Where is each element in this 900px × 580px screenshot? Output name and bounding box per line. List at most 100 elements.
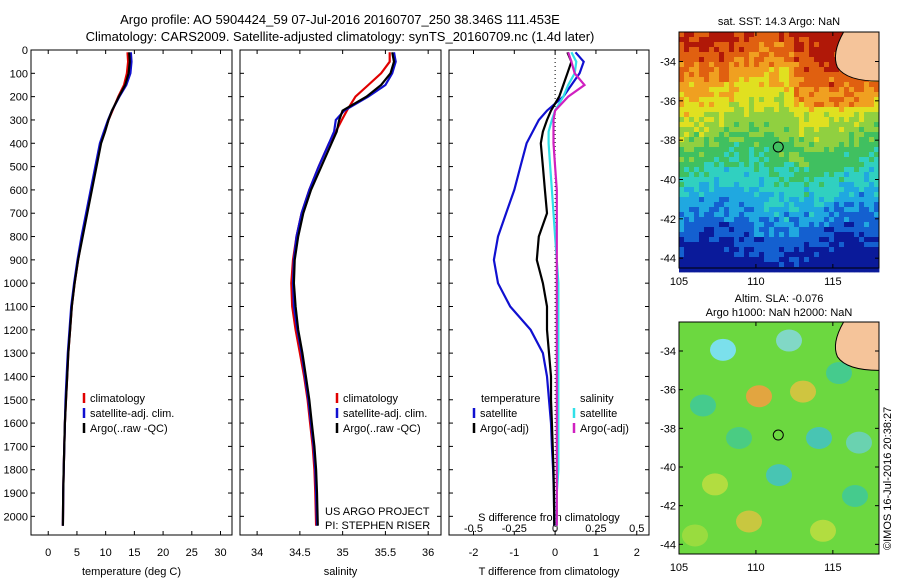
sst-cell (789, 167, 795, 173)
sst-cell (774, 57, 780, 63)
sst-cell (764, 247, 770, 253)
sst-cell (774, 267, 780, 273)
x-tick-label: -1 (509, 547, 519, 559)
sst-cell (789, 67, 795, 73)
x-tick-label: 110 (747, 276, 765, 288)
sst-cell (734, 67, 740, 73)
sst-cell (799, 162, 805, 168)
sla-anomaly (710, 338, 736, 361)
sst-cell (724, 212, 730, 218)
sst-cell (754, 92, 760, 98)
sst-cell (734, 32, 740, 38)
sst-cell (809, 182, 815, 188)
sst-cell (829, 192, 835, 198)
sst-cell (774, 257, 780, 263)
sst-cell (744, 262, 750, 268)
sst-cell (784, 202, 790, 208)
sst-cell (849, 257, 855, 263)
sst-cell (864, 152, 870, 158)
sst-cell (809, 232, 815, 238)
sst-cell (749, 47, 755, 53)
sst-cell (844, 232, 850, 238)
sst-cell (714, 92, 720, 98)
sst-cell (834, 247, 840, 253)
sst-cell (819, 97, 825, 103)
sst-cell (694, 67, 700, 73)
sst-cell (739, 142, 745, 148)
sst-cell (794, 132, 800, 138)
sst-cell (834, 267, 840, 273)
sst-cell (789, 72, 795, 78)
sst-cell (734, 257, 740, 263)
sst-cell (864, 82, 870, 88)
sst-cell (759, 32, 765, 38)
sst-cell (799, 87, 805, 93)
sst-cell (774, 202, 780, 208)
sst-cell (834, 237, 840, 243)
sst-cell (824, 217, 830, 223)
sst-cell (689, 37, 695, 43)
sst-cell (704, 62, 710, 68)
sst-cell (779, 92, 785, 98)
sst-cell (814, 107, 820, 113)
sst-cell (734, 172, 740, 178)
sst-cell (744, 137, 750, 143)
sst-cell (849, 167, 855, 173)
sst-cell (744, 107, 750, 113)
sst-cell (699, 162, 705, 168)
sst-cell (734, 202, 740, 208)
sst-cell (809, 112, 815, 118)
sst-cell (859, 117, 865, 123)
sst-cell (734, 237, 740, 243)
sst-cell (784, 62, 790, 68)
sst-cell (859, 267, 865, 273)
sst-cell (809, 127, 815, 133)
plot-frame (30, 49, 233, 536)
sst-cell (829, 227, 835, 233)
sst-cell (749, 172, 755, 178)
sst-cell (839, 92, 845, 98)
sst-cell (749, 77, 755, 83)
sst-cell (754, 87, 760, 93)
sst-cell (684, 267, 690, 273)
sst-cell (709, 87, 715, 93)
sst-cell (704, 217, 710, 223)
sst-cell (814, 82, 820, 88)
sst-cell (739, 182, 745, 188)
sst-cell (719, 172, 725, 178)
sst-cell (694, 42, 700, 48)
sst-cell (684, 112, 690, 118)
sst-cell (809, 202, 815, 208)
sst-cell (779, 257, 785, 263)
sst-cell (764, 172, 770, 178)
sst-cell (799, 157, 805, 163)
sst-cell (874, 237, 880, 243)
sst-cell (719, 187, 725, 193)
sst-cell (814, 227, 820, 233)
sst-cell (784, 102, 790, 108)
sst-cell (794, 182, 800, 188)
sst-cell (829, 162, 835, 168)
sst-cell (844, 97, 850, 103)
sst-cell (684, 157, 690, 163)
sst-cell (709, 72, 715, 78)
sst-cell (739, 242, 745, 248)
sst-cell (694, 207, 700, 213)
sst-cell (854, 152, 860, 158)
sst-cell (764, 202, 770, 208)
sla-anomaly (776, 329, 802, 352)
sst-cell (714, 102, 720, 108)
sst-cell (869, 127, 875, 133)
x-tick-label: 15 (128, 547, 140, 559)
sst-cell (679, 182, 685, 188)
sst-cell (799, 102, 805, 108)
sst-cell (769, 192, 775, 198)
sst-cell (719, 97, 725, 103)
sst-cell (774, 107, 780, 113)
sst-cell (869, 157, 875, 163)
sst-cell (809, 227, 815, 233)
sst-cell (709, 197, 715, 203)
sst-cell (754, 192, 760, 198)
sst-cell (799, 147, 805, 153)
sst-cell (684, 127, 690, 133)
